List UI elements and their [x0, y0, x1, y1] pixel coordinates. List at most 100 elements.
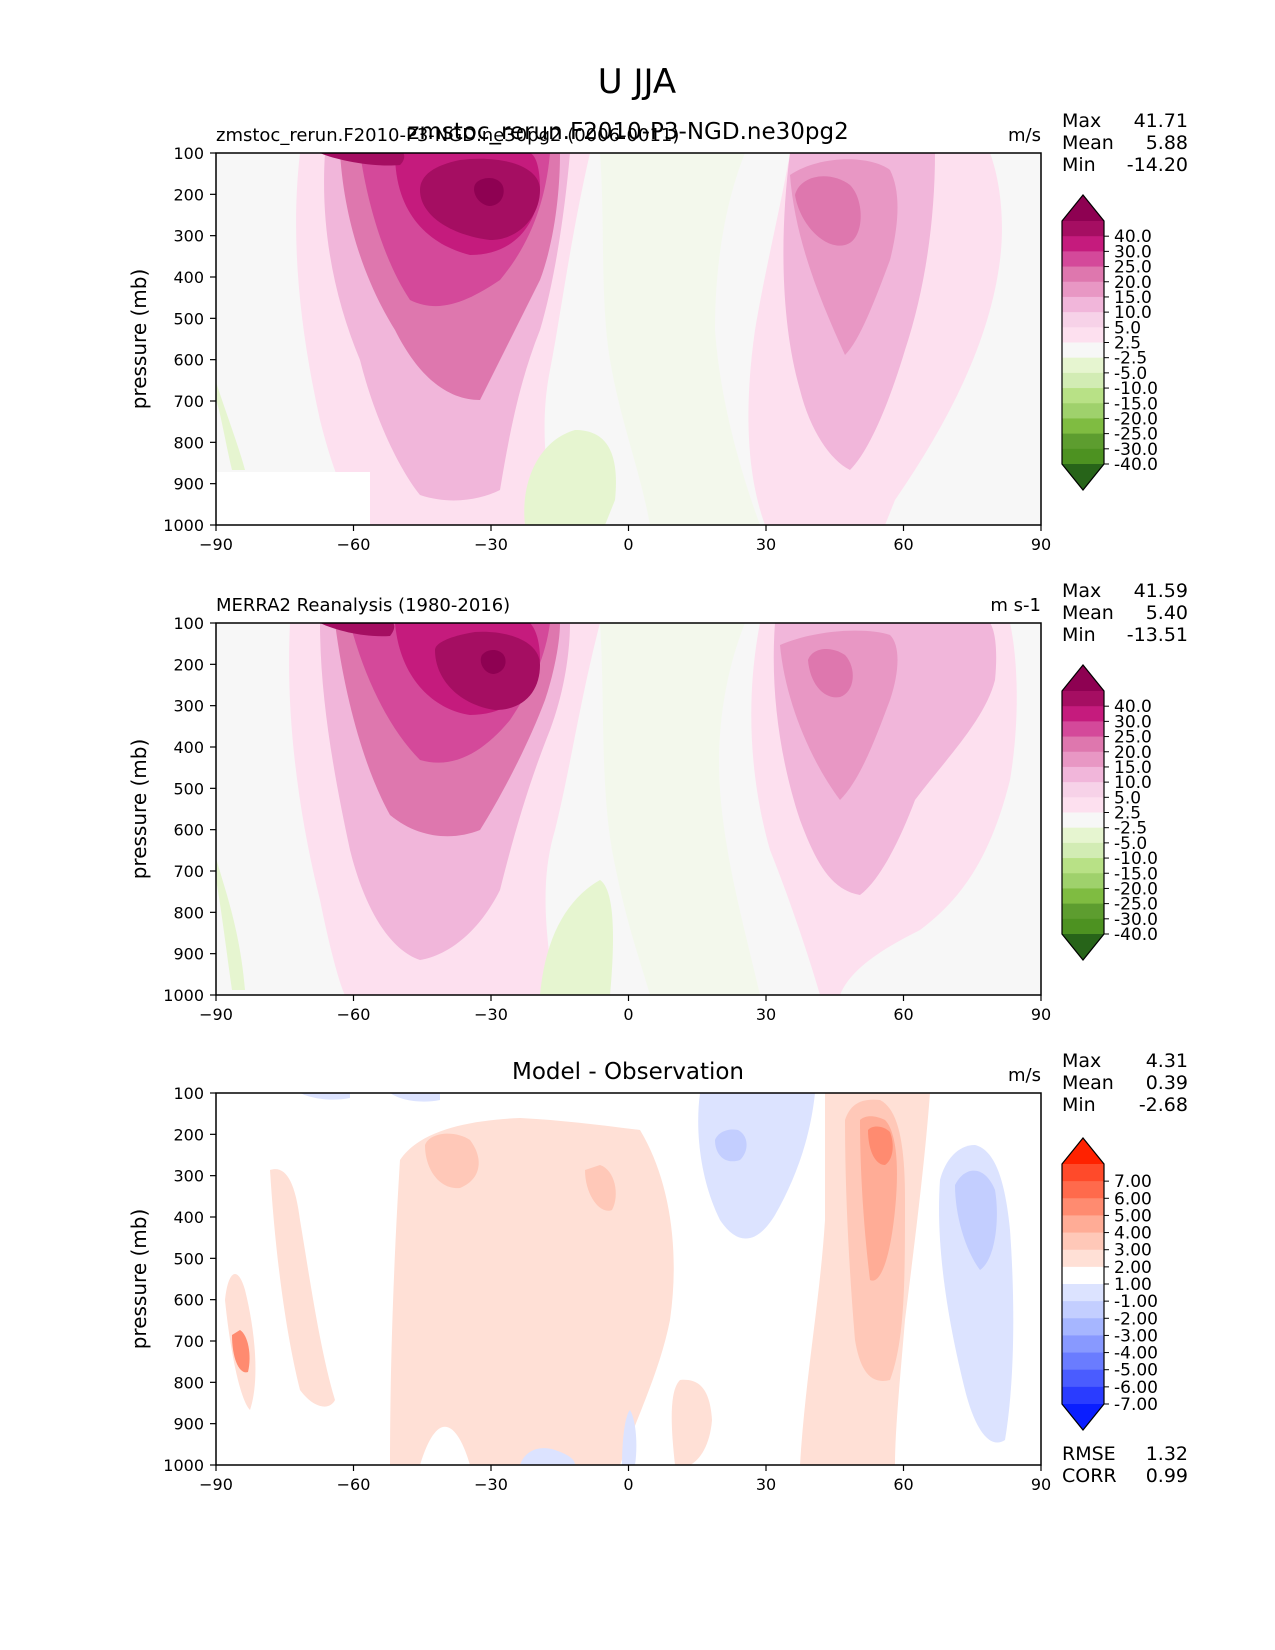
- contour-region: [955, 1170, 997, 1270]
- x-tick-label: −60: [337, 535, 371, 554]
- x-tick-label: −90: [199, 535, 233, 554]
- stat-label: Max: [1062, 110, 1101, 132]
- contour-region: [480, 649, 506, 674]
- colorbar-label: 5.00: [1114, 1206, 1152, 1226]
- colorbar-label: -5.0: [1114, 364, 1147, 384]
- colorbar-band: [1062, 1266, 1104, 1285]
- y-tick-label: 100: [173, 1084, 204, 1103]
- y-tick-label: 400: [173, 738, 204, 757]
- y-tick-label: 600: [173, 821, 204, 840]
- colorbar-label: 25.0: [1114, 258, 1152, 278]
- colorbar-band: [1062, 266, 1104, 283]
- colorbar-label: 10.0: [1114, 773, 1152, 793]
- panel-title: Model - Observation: [512, 1059, 744, 1085]
- colorbar-label: 1.00: [1114, 1275, 1152, 1295]
- colorbar-label: -10.0: [1114, 379, 1158, 399]
- y-tick-label: 400: [173, 1208, 204, 1227]
- contour-fills: [225, 1093, 1014, 1465]
- bottom-stat-label: CORR: [1062, 1465, 1117, 1487]
- x-tick-label: 30: [756, 1475, 776, 1494]
- colorbar-label: -40.0: [1114, 455, 1158, 475]
- contour-region: [520, 1448, 575, 1465]
- x-tick-label: 90: [1031, 535, 1051, 554]
- y-tick-label: 500: [173, 779, 204, 798]
- stat-value: 4.31: [1146, 1050, 1188, 1072]
- bottom-stat-value: 0.99: [1146, 1465, 1188, 1487]
- y-tick-label: 100: [173, 614, 204, 633]
- x-tick-label: 90: [1031, 1005, 1051, 1024]
- colorbar-label: -2.5: [1114, 349, 1147, 369]
- colorbar-band: [1062, 1386, 1104, 1405]
- colorbar-band: [1062, 1369, 1104, 1388]
- y-tick-label: 300: [173, 227, 204, 246]
- colorbar-band: [1062, 873, 1104, 889]
- x-tick-label: 60: [893, 1475, 913, 1494]
- colorbar-band: [1062, 812, 1104, 829]
- contour-region: [216, 472, 370, 525]
- stat-value: -2.68: [1139, 1094, 1188, 1116]
- colorbar-label: 4.00: [1114, 1224, 1152, 1244]
- x-tick-label: −90: [199, 1475, 233, 1494]
- colorbar-band: [1062, 357, 1104, 374]
- colorbar-band: [1062, 751, 1104, 768]
- colorbar-label: 30.0: [1114, 712, 1152, 732]
- contour-region: [425, 1133, 479, 1189]
- colorbar-extend-bottom: [1062, 1404, 1104, 1430]
- colorbar-band: [1062, 448, 1104, 465]
- y-tick-label: 1000: [163, 516, 204, 535]
- colorbar-label: 20.0: [1114, 273, 1152, 293]
- colorbar-band: [1062, 1232, 1104, 1251]
- colorbar-extend-bottom: [1062, 464, 1104, 490]
- x-tick-label: −90: [199, 1005, 233, 1024]
- colorbar-band: [1062, 388, 1104, 404]
- x-tick-label: −60: [337, 1475, 371, 1494]
- colorbar-label: -5.00: [1114, 1361, 1158, 1381]
- colorbar-band: [1062, 858, 1104, 874]
- x-tick-label: 0: [623, 535, 633, 554]
- colorbar-label: -25.0: [1114, 425, 1158, 445]
- stat-label: Max: [1062, 580, 1101, 602]
- x-tick-label: 0: [623, 1005, 633, 1024]
- colorbar-label: -40.0: [1114, 925, 1158, 945]
- colorbar-band: [1062, 888, 1104, 905]
- x-tick-label: 90: [1031, 1475, 1051, 1494]
- colorbar-band: [1062, 251, 1104, 268]
- colorbar-label: 3.00: [1114, 1241, 1152, 1261]
- colorbar-band: [1062, 721, 1104, 738]
- contour-region: [622, 1410, 637, 1465]
- colorbar-label: 25.0: [1114, 728, 1152, 748]
- colorbar-band: [1062, 342, 1104, 359]
- units-label: m/s: [1008, 125, 1041, 146]
- x-tick-label: 60: [893, 535, 913, 554]
- y-tick-label: 900: [173, 1415, 204, 1434]
- colorbar-band: [1062, 691, 1104, 707]
- colorbar: 7.006.005.004.003.002.001.00-1.00-2.00-3…: [1061, 1137, 1158, 1431]
- colorbar-label: -30.0: [1114, 910, 1158, 930]
- colorbar-band: [1062, 918, 1104, 935]
- colorbar-label: -3.00: [1114, 1326, 1158, 1346]
- colorbar-band: [1062, 221, 1104, 237]
- stat-value: 41.71: [1134, 110, 1188, 132]
- colorbar-band: [1062, 1198, 1104, 1216]
- contour-region: [232, 1330, 250, 1373]
- x-tick-label: 30: [756, 1005, 776, 1024]
- contour-region: [474, 178, 504, 206]
- bottom-stat-label: RMSE: [1062, 1443, 1116, 1465]
- colorbar-label: -20.0: [1114, 879, 1158, 899]
- stat-label: Mean: [1062, 602, 1114, 624]
- contour-region: [868, 1126, 893, 1165]
- x-tick-label: −30: [474, 1005, 508, 1024]
- colorbar-band: [1062, 1249, 1104, 1268]
- colorbar-band: [1062, 1181, 1104, 1199]
- colorbar-label: -2.5: [1114, 819, 1147, 839]
- colorbar-band: [1062, 797, 1104, 813]
- colorbar-band: [1062, 236, 1104, 252]
- contour-region: [808, 648, 853, 698]
- contour-region: [320, 153, 405, 166]
- colorbar-band: [1062, 903, 1104, 920]
- y-tick-label: 900: [173, 475, 204, 494]
- colorbar-label: -15.0: [1114, 864, 1158, 884]
- stat-label: Mean: [1062, 132, 1114, 154]
- colorbar-band: [1062, 1164, 1104, 1182]
